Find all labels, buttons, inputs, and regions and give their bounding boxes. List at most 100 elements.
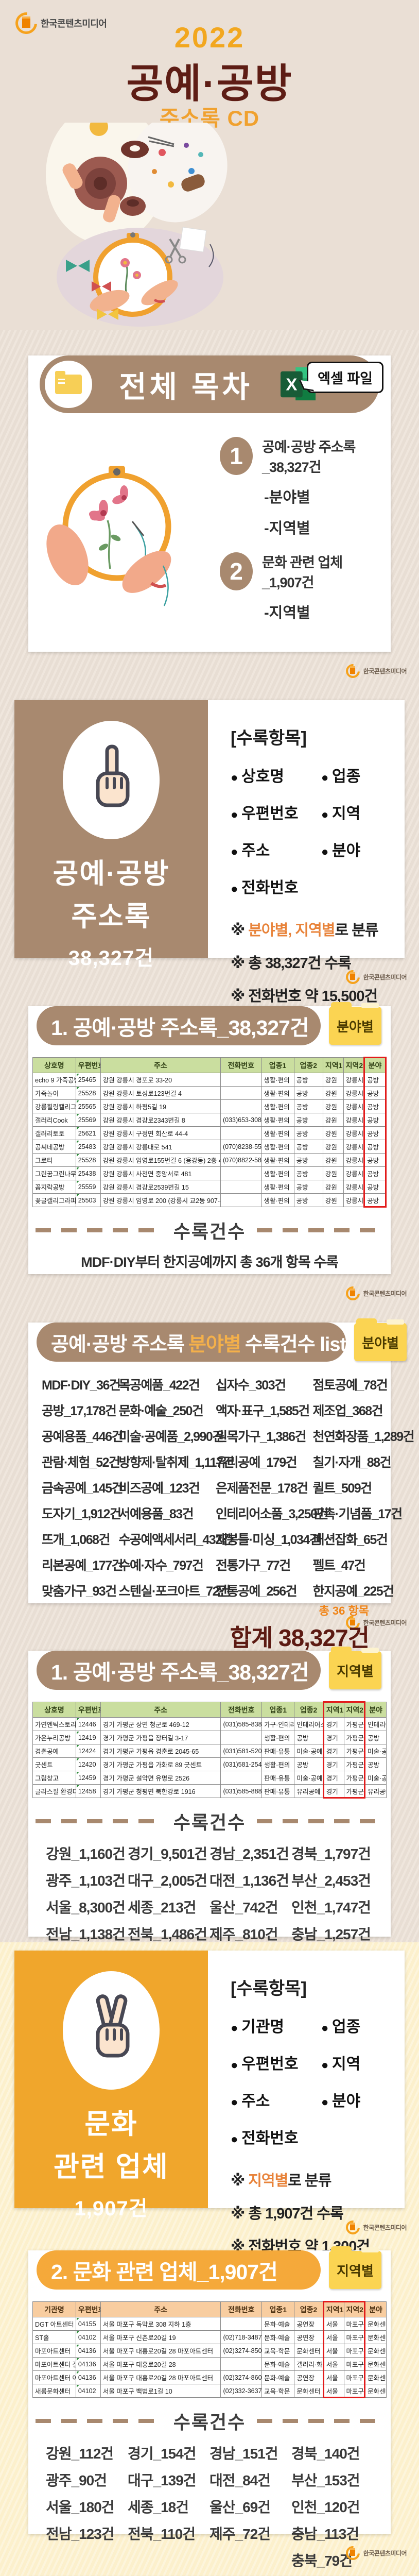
table-cell: 업종1: [261, 1057, 294, 1073]
table-cell: 가평군: [343, 1744, 366, 1758]
table-cell: 지역1: [322, 1057, 344, 1073]
table-cell: 공방: [363, 1099, 387, 1113]
table-cell: 공방: [293, 1166, 323, 1180]
list-item: 경북_1,797건: [291, 1846, 371, 1862]
table-cell: 25569: [75, 1113, 101, 1127]
table-cell: 서울 마포구 독막로 308 지하 1층: [100, 2317, 221, 2331]
table-cell: (02)3274-8600: [220, 2370, 263, 2384]
table-cell: (02)718-3487: [220, 2330, 263, 2344]
toc-item-number: 1: [220, 437, 253, 475]
table-cell: 공방: [364, 1731, 387, 1744]
table-cell: 마포구: [343, 2384, 366, 2398]
culture-intro-panel: 문화 관련 업체 1,907건: [14, 1951, 208, 2220]
list-item: 전통공예_256건: [215, 1584, 298, 1599]
table-cell: 공방: [363, 1073, 387, 1087]
table-cell: 생활·편의: [261, 1140, 294, 1154]
culture-table: 기관명우편번호주소전화번호업종1업종2지역1지역2분야 DGT 아트센터04155…: [32, 2301, 387, 2398]
table-cell: 강릉시: [343, 1153, 365, 1167]
table-cell: 생활·편의: [261, 1086, 294, 1100]
table-cell: 문화·예술: [261, 2370, 295, 2384]
list-item: 부산_153건: [291, 2472, 360, 2488]
table-cell: 강릉시: [343, 1073, 365, 1087]
table-cell: 강원: [322, 1126, 344, 1140]
brand-logo: 한국콘텐츠미디어: [11, 8, 107, 39]
toc-sub: -지역별: [264, 605, 310, 621]
table-cell: 25621: [75, 1126, 101, 1140]
section-title-bar: 1. 공예·공방 주소록_38,327건: [37, 1651, 321, 1690]
table-cell: [220, 1166, 262, 1180]
table-cell: 갤러리·화랑: [294, 2357, 324, 2371]
cover-section: 한국콘텐츠미디어 2022 공예·공방 주소록 CD: [0, 0, 419, 330]
table-cell: [220, 2317, 263, 2331]
dashed-line: [257, 1228, 384, 1232]
table-cell: 12420: [75, 1757, 101, 1771]
table-cell: 미술·공예품: [294, 1744, 324, 1758]
table-cell: 판매·유통: [261, 1784, 295, 1798]
count-title: 수록건수: [173, 1221, 246, 1242]
list-item: 목공예품_422건: [118, 1378, 200, 1393]
note-line: ※ 전화번호 약 15,500건: [231, 988, 378, 1005]
table-cell: 04136: [75, 2370, 101, 2384]
count-title: 수록건수: [173, 2412, 246, 2433]
hand-circle: [63, 1971, 160, 2090]
dashed-line: [36, 2419, 162, 2423]
list-item: 제주_810건: [210, 1926, 278, 1942]
list-item: 경남_151건: [210, 2446, 278, 2462]
list-item: 지역: [321, 801, 392, 823]
count-header: 수록건수: [36, 1808, 384, 1835]
list-item: 금속공예_145건: [42, 1481, 124, 1496]
table-cell: 강원 강릉시 경포로 33-20: [100, 1073, 221, 1087]
table-cell: 경기: [322, 1784, 344, 1799]
table-cell: 지역2: [343, 2301, 366, 2317]
list-item: 경남_2,351건: [210, 1846, 289, 1862]
list-item: 관람·체험_52건: [42, 1455, 120, 1470]
list-item: 전남_123건: [46, 2526, 115, 2542]
table-cell: 강원 강릉시 경강로2343번길 8: [100, 1113, 221, 1127]
fields-title: [수록항목]: [231, 728, 307, 748]
table-cell: 문화센터: [364, 2344, 387, 2358]
list-item: 지역: [321, 2051, 392, 2074]
list-item: 인천_1,747건: [291, 1900, 371, 1916]
table-cell: 서울: [322, 2357, 344, 2371]
table-cell: 주소: [100, 1702, 221, 1718]
craft-section: 엑셀 파일 전체 목차 X: [0, 330, 419, 1942]
table-cell: 생활·편의: [261, 1099, 294, 1113]
table-cell: 서울 마포구 백범로1길 10: [100, 2384, 221, 2398]
table-cell: 가온누리공방: [32, 1731, 76, 1744]
list-item: 대전_1,136건: [210, 1873, 289, 1889]
table-cell: 강원: [322, 1113, 344, 1127]
table-cell: 서울: [322, 2330, 344, 2344]
brand-name: 한국콘텐츠미디어: [41, 19, 107, 29]
toc-body: 1 공예·공방 주소록_38,327건 -분야별 -지역별 2 문화 관련 업체…: [28, 413, 391, 621]
brand-logo-icon: [343, 967, 363, 987]
panel-count: 1,907건: [74, 2197, 148, 2220]
list-item: 울산_742건: [210, 1900, 278, 1916]
table-cell: 문화·예술: [261, 2357, 295, 2371]
table-cell: 서울: [322, 2317, 344, 2331]
table-cell: 12458: [75, 1784, 101, 1798]
table-cell: 공방: [293, 1140, 323, 1154]
pointing-hand-icon: [96, 744, 130, 807]
category-count-list: MDF·DIY_36건 공방_17,178건 공예용품_446건 관람·체험_52건 금…: [42, 1375, 415, 1600]
table-cell: 마포구: [343, 2370, 366, 2384]
panel-title: 문화: [84, 2109, 138, 2140]
table-cell: 강원: [322, 1086, 344, 1100]
section-header: 공예·공방 주소록 분야별 수록건수 list 분야별: [37, 1318, 407, 1362]
region-column: 경기_154건 대구_139건 세종_18건 전북_110건: [128, 2443, 210, 2570]
table-cell: 강원 강릉시 임영로 200 (강릉시 교2동 907-44): [100, 1193, 221, 1207]
table-cell: [220, 1193, 262, 1207]
notes: ※ 지역별로 분류 ※ 총 1,907건 수록 ※ 전화번호 약 1,300건: [231, 2168, 392, 2256]
list-item: 패션잡화_65건: [312, 1533, 388, 1547]
table-cell: (02)3274-8500: [220, 2344, 263, 2358]
dashed-line: [36, 1228, 162, 1232]
table-cell: 우편번호: [75, 1057, 101, 1073]
table-cell: 공방: [293, 1153, 323, 1167]
list-item: 인테리어소품_3,250건: [215, 1507, 328, 1521]
logo-row: 한국콘텐츠미디어: [0, 1603, 419, 1633]
table-cell: 강릉시: [343, 1126, 365, 1140]
list-item: 충남_113건: [291, 2526, 359, 2542]
table-cell: 생활·편의: [261, 1180, 294, 1194]
table-cell: 문화센터: [364, 2330, 387, 2344]
list-item: 전북_1,486건: [128, 1926, 207, 1942]
